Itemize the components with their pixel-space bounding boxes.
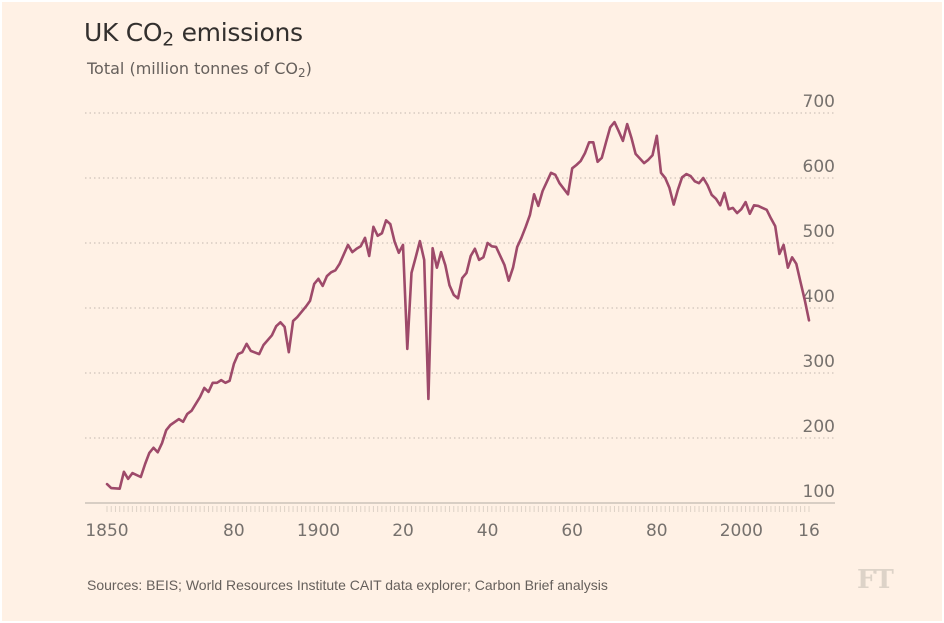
y-tick-label: 200 <box>803 417 835 437</box>
x-tick-label: 16 <box>798 521 820 541</box>
gridlines <box>85 112 835 504</box>
chart-source: Sources: BEIS; World Resources Institute… <box>87 577 608 593</box>
x-tick-label: 2000 <box>720 521 763 541</box>
chart-subtitle-tail: ) <box>305 59 312 78</box>
chart-title: UK CO2 emissions <box>84 18 303 51</box>
series-layer <box>105 120 811 490</box>
x-tick-label: 20 <box>392 521 414 541</box>
y-tick-label: 300 <box>803 352 835 372</box>
chart-subtitle-subscript: 2 <box>297 66 306 80</box>
chart-title-main: UK CO <box>84 18 163 47</box>
series-line-uk-co2 <box>105 120 811 490</box>
ft-logo: FT <box>857 565 894 595</box>
chart-subtitle-main: Total (million tonnes of CO <box>87 59 298 78</box>
y-tick-label: 700 <box>803 92 835 112</box>
y-tick-label: 600 <box>803 157 835 177</box>
x-tick-label: 1900 <box>297 521 340 541</box>
y-axis: 100 200 300 400 500 600 700 <box>803 92 835 502</box>
chart-subtitle: Total (million tonnes of CO2) <box>87 59 312 80</box>
y-tick-label: 400 <box>803 287 835 307</box>
x-tick-label: 40 <box>477 521 499 541</box>
chart-title-subscript: 2 <box>162 29 174 51</box>
x-tick-label: 80 <box>223 521 245 541</box>
x-axis: 1850 80 1900 20 40 60 80 2000 16 <box>85 506 820 541</box>
x-tick-label: 1850 <box>85 521 128 541</box>
x-tick-label: 80 <box>646 521 668 541</box>
x-tick-label: 60 <box>561 521 583 541</box>
y-tick-label: 100 <box>803 482 835 502</box>
chart-title-tail: emissions <box>173 18 303 47</box>
y-tick-label: 500 <box>803 222 835 242</box>
